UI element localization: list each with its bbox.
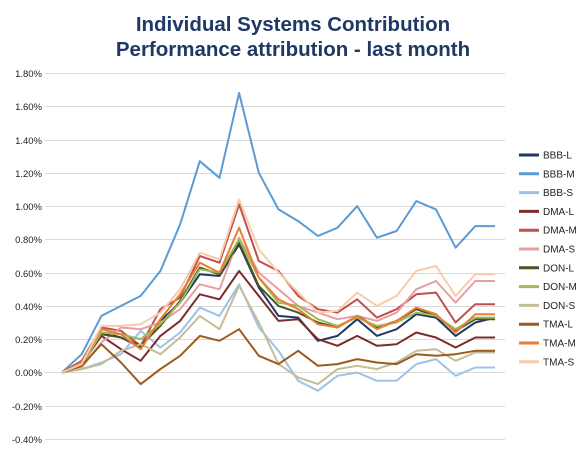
- legend-label: DON-M: [543, 282, 577, 293]
- y-tick-label: 1.60%: [15, 102, 42, 113]
- y-tick-label: 1.40%: [15, 136, 42, 147]
- legend-label: DMA-L: [543, 207, 575, 218]
- series-line-bbb-m: [61, 92, 495, 374]
- legend-item-dma-l: DMA-L: [519, 207, 575, 218]
- series-line-dma-s: [61, 236, 495, 374]
- legend-label: TMA-L: [543, 320, 573, 331]
- legend-item-tma-s: TMA-S: [519, 357, 574, 368]
- y-tick-label: 0.80%: [15, 235, 42, 246]
- chart-title-line-2: Performance attribution - last month: [116, 38, 470, 61]
- y-tick-label: -0.20%: [12, 402, 43, 413]
- chart-title-line-1: Individual Systems Contribution: [136, 13, 450, 36]
- y-tick-label: 0.40%: [15, 302, 42, 313]
- legend-item-tma-l: TMA-L: [519, 320, 573, 331]
- legend-label: BBB-S: [543, 188, 573, 199]
- series-lines: [61, 92, 496, 392]
- series-line-bbb-s: [61, 283, 495, 392]
- series-line-tma-m: [61, 226, 495, 374]
- legend-item-don-s: DON-S: [519, 301, 576, 312]
- series-line-tma-s: [61, 198, 495, 374]
- y-tick-label: 1.00%: [15, 202, 42, 213]
- legend-item-dma-m: DMA-M: [519, 226, 577, 237]
- legend-item-bbb-s: BBB-S: [519, 188, 573, 199]
- y-tick-label: 1.80%: [15, 69, 42, 80]
- series-line-tma-l: [61, 328, 495, 386]
- y-tick-label: -0.40%: [12, 435, 43, 446]
- y-tick-label: 0.60%: [15, 269, 42, 280]
- legend-label: BBB-L: [543, 151, 572, 162]
- series-line-dma-m: [61, 203, 495, 374]
- legend-item-tma-m: TMA-M: [519, 339, 576, 350]
- legend-item-bbb-m: BBB-M: [519, 169, 575, 180]
- legend-label: TMA-M: [543, 339, 576, 350]
- legend-label: TMA-S: [543, 357, 574, 368]
- series-line-don-m: [61, 238, 495, 374]
- y-axis-tick-labels: -0.40% -0.20% 0.00% 0.20% 0.40% 0.60% 0.80% 1.0…: [12, 69, 43, 446]
- legend-item-bbb-l: BBB-L: [519, 151, 572, 162]
- series-line-dma-l: [61, 270, 495, 374]
- legend: BBB-L BBB-M BBB-S DMA-L DMA-M DMA-S DON-L DON-M…: [519, 151, 577, 368]
- legend-item-don-m: DON-M: [519, 282, 577, 293]
- legend-item-dma-s: DMA-S: [519, 245, 576, 256]
- gridlines: [45, 73, 505, 440]
- legend-label: DON-S: [543, 301, 576, 312]
- legend-label: DON-L: [543, 263, 575, 274]
- legend-label: DMA-M: [543, 226, 577, 237]
- y-tick-label: 0.20%: [15, 335, 42, 346]
- legend-label: BBB-M: [543, 169, 575, 180]
- legend-label: DMA-S: [543, 245, 576, 256]
- y-tick-label: 0.00%: [15, 368, 42, 379]
- legend-item-don-l: DON-L: [519, 263, 575, 274]
- y-tick-label: 1.20%: [15, 169, 42, 180]
